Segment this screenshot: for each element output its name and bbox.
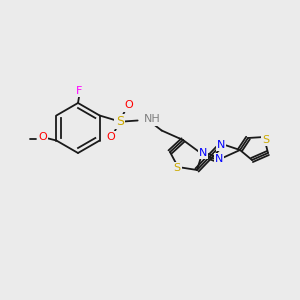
Text: N: N bbox=[199, 148, 207, 158]
Text: O: O bbox=[106, 133, 115, 142]
Text: S: S bbox=[262, 135, 270, 145]
Text: NH: NH bbox=[144, 115, 160, 124]
Text: S: S bbox=[173, 163, 181, 173]
Text: N: N bbox=[215, 154, 223, 164]
Text: N: N bbox=[217, 140, 225, 150]
Text: O: O bbox=[124, 100, 133, 110]
Text: F: F bbox=[76, 86, 82, 96]
Text: O: O bbox=[38, 133, 47, 142]
Text: S: S bbox=[116, 115, 124, 128]
